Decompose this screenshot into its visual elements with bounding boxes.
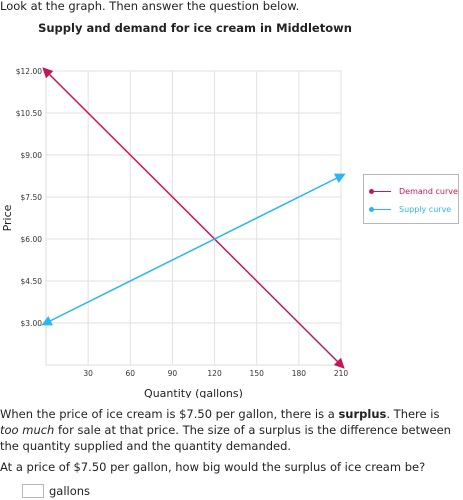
y-tick-label: $12.00 <box>16 67 42 76</box>
x-tick-label: 60 <box>126 369 136 378</box>
legend-item-demand: Demand curve <box>369 186 458 198</box>
question-text-part1: When the price of ice cream is $7.50 per… <box>0 407 339 421</box>
question-paragraph: When the price of ice cream is $7.50 per… <box>0 406 461 454</box>
x-tick-label: 180 <box>292 369 307 378</box>
x-tick-label: 90 <box>168 369 178 378</box>
legend-item-supply: Supply curve <box>369 204 457 216</box>
x-tick-label: 30 <box>83 369 93 378</box>
legend-swatch-supply <box>369 207 391 212</box>
chart-legend: Demand curve Supply curve <box>363 174 459 224</box>
chart-title: Supply and demand for ice cream in Middl… <box>38 21 352 35</box>
x-axis-label: Quantity (gallons) <box>144 387 243 398</box>
legend-label-supply: Supply curve <box>399 205 452 214</box>
y-tick-label: $9.00 <box>21 151 43 160</box>
y-tick-label: $3.00 <box>21 319 43 328</box>
answer-unit: gallons <box>49 484 91 498</box>
question-text-bold: surplus <box>338 407 387 421</box>
x-tick-label: 120 <box>207 369 222 378</box>
y-tick-label: $4.50 <box>21 277 43 286</box>
question-text-part3: for sale at that price. The size of a su… <box>0 423 451 453</box>
intro-text: Look at the graph. Then answer the quest… <box>0 0 300 13</box>
question-text-part2: . There is <box>386 407 440 421</box>
legend-dot-demand <box>369 189 374 194</box>
supply-curve-line <box>41 173 346 326</box>
y-axis-label: Price <box>1 204 14 231</box>
legend-swatch-demand <box>369 189 391 194</box>
legend-dot-supply <box>369 207 374 212</box>
y-tick-label: $10.50 <box>16 109 42 118</box>
supply-demand-chart: 30 60 90 120 150 180 210 $3.00 $4.50 $6.00 $7.50 $9… <box>1 67 349 398</box>
legend-label-demand: Demand curve <box>399 187 458 196</box>
x-tick-label: 210 <box>334 369 349 378</box>
question-text-italic: too much <box>0 423 55 437</box>
x-tick-label: 150 <box>250 369 265 378</box>
question-prompt: At a price of $7.50 per gallon, how big … <box>0 460 426 474</box>
y-tick-label: $7.50 <box>21 193 43 202</box>
answer-input[interactable] <box>22 484 44 498</box>
y-tick-label: $6.00 <box>21 235 43 244</box>
